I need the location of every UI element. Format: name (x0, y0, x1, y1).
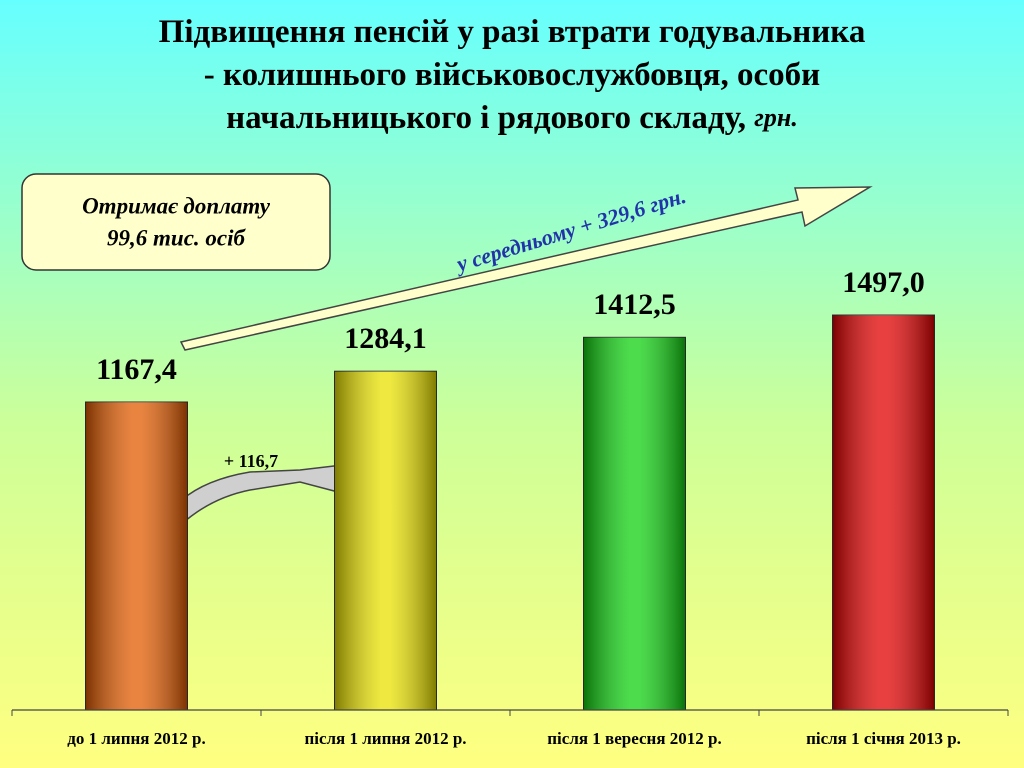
step-label: + 116,7 (224, 451, 278, 471)
bar-shine (583, 337, 686, 710)
chart-title: Підвищення пенсій у разі втрати годуваль… (159, 14, 866, 136)
value-label: 1497,0 (842, 266, 925, 299)
title-line: начальницького і рядового складу, (226, 100, 746, 136)
title-line: - колишнього військовослужбовця, особи (204, 57, 820, 93)
x-tick-label: після 1 липня 2012 р. (304, 729, 466, 748)
value-label: 1167,4 (96, 353, 177, 386)
title-line: Підвищення пенсій у разі втрати годуваль… (159, 14, 866, 50)
x-tick-label: після 1 вересня 2012 р. (547, 729, 721, 748)
x-tick-label: до 1 липня 2012 р. (67, 729, 205, 748)
x-tick-label: після 1 січня 2013 р. (806, 729, 961, 748)
bar-shine (85, 401, 188, 710)
trend-arrow (179, 186, 873, 351)
value-label: 1412,5 (593, 288, 676, 321)
value-label: 1284,1 (344, 322, 427, 355)
callout-text: 99,6 тис. осіб (107, 225, 246, 250)
callout-box (21, 173, 331, 271)
title-unit: грн. (754, 103, 798, 132)
plot: 1167,4 до 1 липня 2012 р. 1284,1 після 1 ли… (11, 266, 1009, 748)
callout-text: Отримає доплату (82, 193, 271, 218)
bar-shine (334, 371, 437, 710)
bar-shine (832, 315, 935, 710)
